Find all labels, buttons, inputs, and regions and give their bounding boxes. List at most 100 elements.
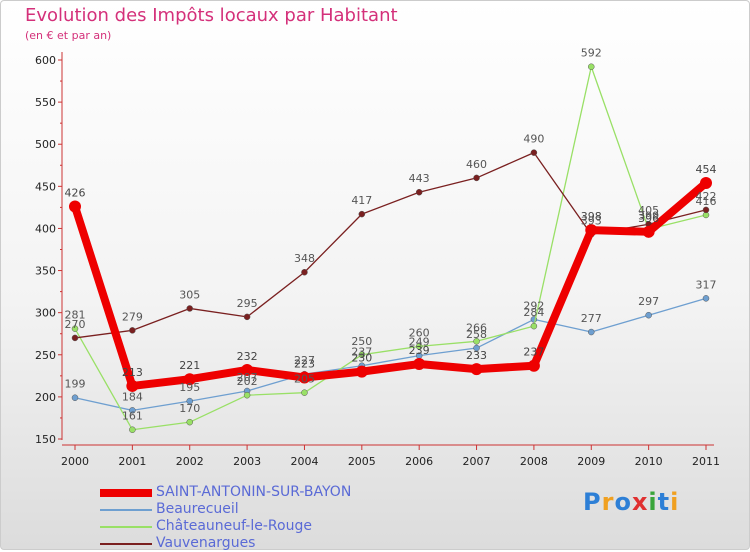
legend-label: Beaurecueil: [156, 501, 239, 517]
data-label: 207: [237, 371, 258, 384]
chart-title: Evolution des Impôts locaux par Habitant: [25, 5, 398, 26]
data-label: 213: [122, 366, 143, 379]
legend-label: SAINT-ANTONIN-SUR-BAYON: [156, 484, 352, 500]
data-point: [358, 210, 366, 218]
data-point: [355, 365, 368, 378]
data-label: 230: [351, 352, 372, 365]
data-point: [129, 407, 136, 414]
data-label: 284: [523, 306, 544, 319]
y-tick-label: 350: [35, 265, 56, 278]
data-label: 205: [294, 373, 315, 386]
series-line-0: [71, 178, 710, 390]
data-point: [473, 174, 480, 182]
series-line-3: [74, 151, 707, 339]
data-label: 184: [122, 390, 143, 403]
data-label: 317: [696, 278, 717, 291]
data-label: 592: [581, 47, 602, 60]
data-point: [702, 295, 710, 302]
y-tick-label: 550: [35, 96, 56, 109]
x-tick-label: 2003: [233, 455, 261, 468]
data-label: 396: [638, 212, 659, 225]
data-label: 227: [294, 354, 315, 367]
logo-letter: r: [601, 488, 615, 516]
data-point: [470, 363, 483, 376]
axes: 150 200 250 300 350 400 450 500 550 600 2000 2001 20…: [35, 52, 720, 468]
data-point: [243, 391, 251, 399]
data-point: [241, 363, 254, 376]
data-label: 417: [351, 194, 372, 207]
data-label: 195: [179, 381, 200, 394]
proxiti-logo: Proxiti: [583, 488, 679, 516]
data-point: [129, 426, 136, 433]
data-label: 416: [696, 195, 717, 208]
data-point: [530, 322, 538, 330]
data-label: 237: [351, 346, 372, 359]
legend-swatch: [100, 509, 152, 511]
data-label: 398: [581, 210, 602, 223]
data-point: [642, 225, 655, 238]
data-point: [527, 359, 540, 372]
data-point: [588, 63, 595, 70]
data-point: [298, 371, 311, 384]
data-point: [473, 338, 480, 345]
y-tick-label: 600: [35, 54, 56, 67]
data-point: [413, 358, 426, 371]
logo-letter: x: [631, 488, 649, 516]
data-label: 295: [237, 297, 258, 310]
legend-swatch: [100, 543, 152, 545]
data-label: 422: [696, 190, 717, 203]
data-point: [358, 351, 366, 359]
data-label: 233: [466, 349, 487, 362]
data-label: 239: [409, 344, 430, 357]
data-label: 270: [65, 318, 86, 331]
logo-letter: t: [657, 488, 671, 516]
data-label: 348: [294, 252, 315, 265]
data-label: 426: [65, 187, 86, 200]
data-label: 281: [65, 309, 86, 322]
series-line-1: [74, 297, 707, 412]
series-line-2: [74, 66, 707, 431]
x-tick-label: 2011: [692, 455, 720, 468]
data-label: 297: [638, 295, 659, 308]
data-point: [71, 394, 79, 401]
chart-subtitle: (en € et par an): [25, 29, 112, 42]
data-point: [186, 305, 193, 312]
data-point: [415, 188, 423, 196]
logo-letter: P: [583, 488, 602, 516]
logo-letter: o: [614, 488, 632, 516]
logo-letter: i: [648, 488, 658, 516]
y-tick-label: 400: [35, 222, 56, 235]
data-label: 202: [237, 375, 258, 388]
data-point: [473, 344, 480, 352]
y-tick-label: 250: [35, 349, 56, 362]
x-tick-label: 2008: [520, 455, 548, 468]
legend-label: Vauvenargues: [156, 535, 256, 551]
data-label: 277: [581, 312, 602, 325]
data-label: 232: [237, 350, 258, 363]
data-point: [702, 206, 710, 214]
data-label: 250: [351, 335, 372, 348]
data-point: [645, 311, 652, 319]
data-label: 249: [409, 336, 430, 349]
x-tick-label: 2009: [577, 455, 605, 468]
value-labels: 426 213 221 232 223 230 239 233 237 398 396 454 199 1…: [65, 47, 717, 423]
y-tick-label: 500: [35, 138, 56, 151]
data-label: 237: [523, 346, 544, 359]
data-label: 460: [466, 158, 487, 171]
data-label: 443: [409, 172, 430, 185]
legend-swatch: [100, 526, 152, 528]
data-point: [301, 389, 308, 396]
data-point: [129, 327, 136, 334]
data-label: 393: [581, 214, 602, 227]
x-tick-label: 2007: [463, 455, 491, 468]
x-tick-label: 2004: [290, 455, 318, 468]
y-tick-label: 300: [35, 307, 56, 320]
data-point: [186, 418, 193, 426]
data-label: 223: [294, 358, 315, 371]
legend-label: Châteauneuf-le-Rouge: [156, 518, 312, 534]
data-point: [71, 334, 79, 342]
x-tick-label: 2010: [635, 455, 663, 468]
data-point: [243, 313, 251, 321]
